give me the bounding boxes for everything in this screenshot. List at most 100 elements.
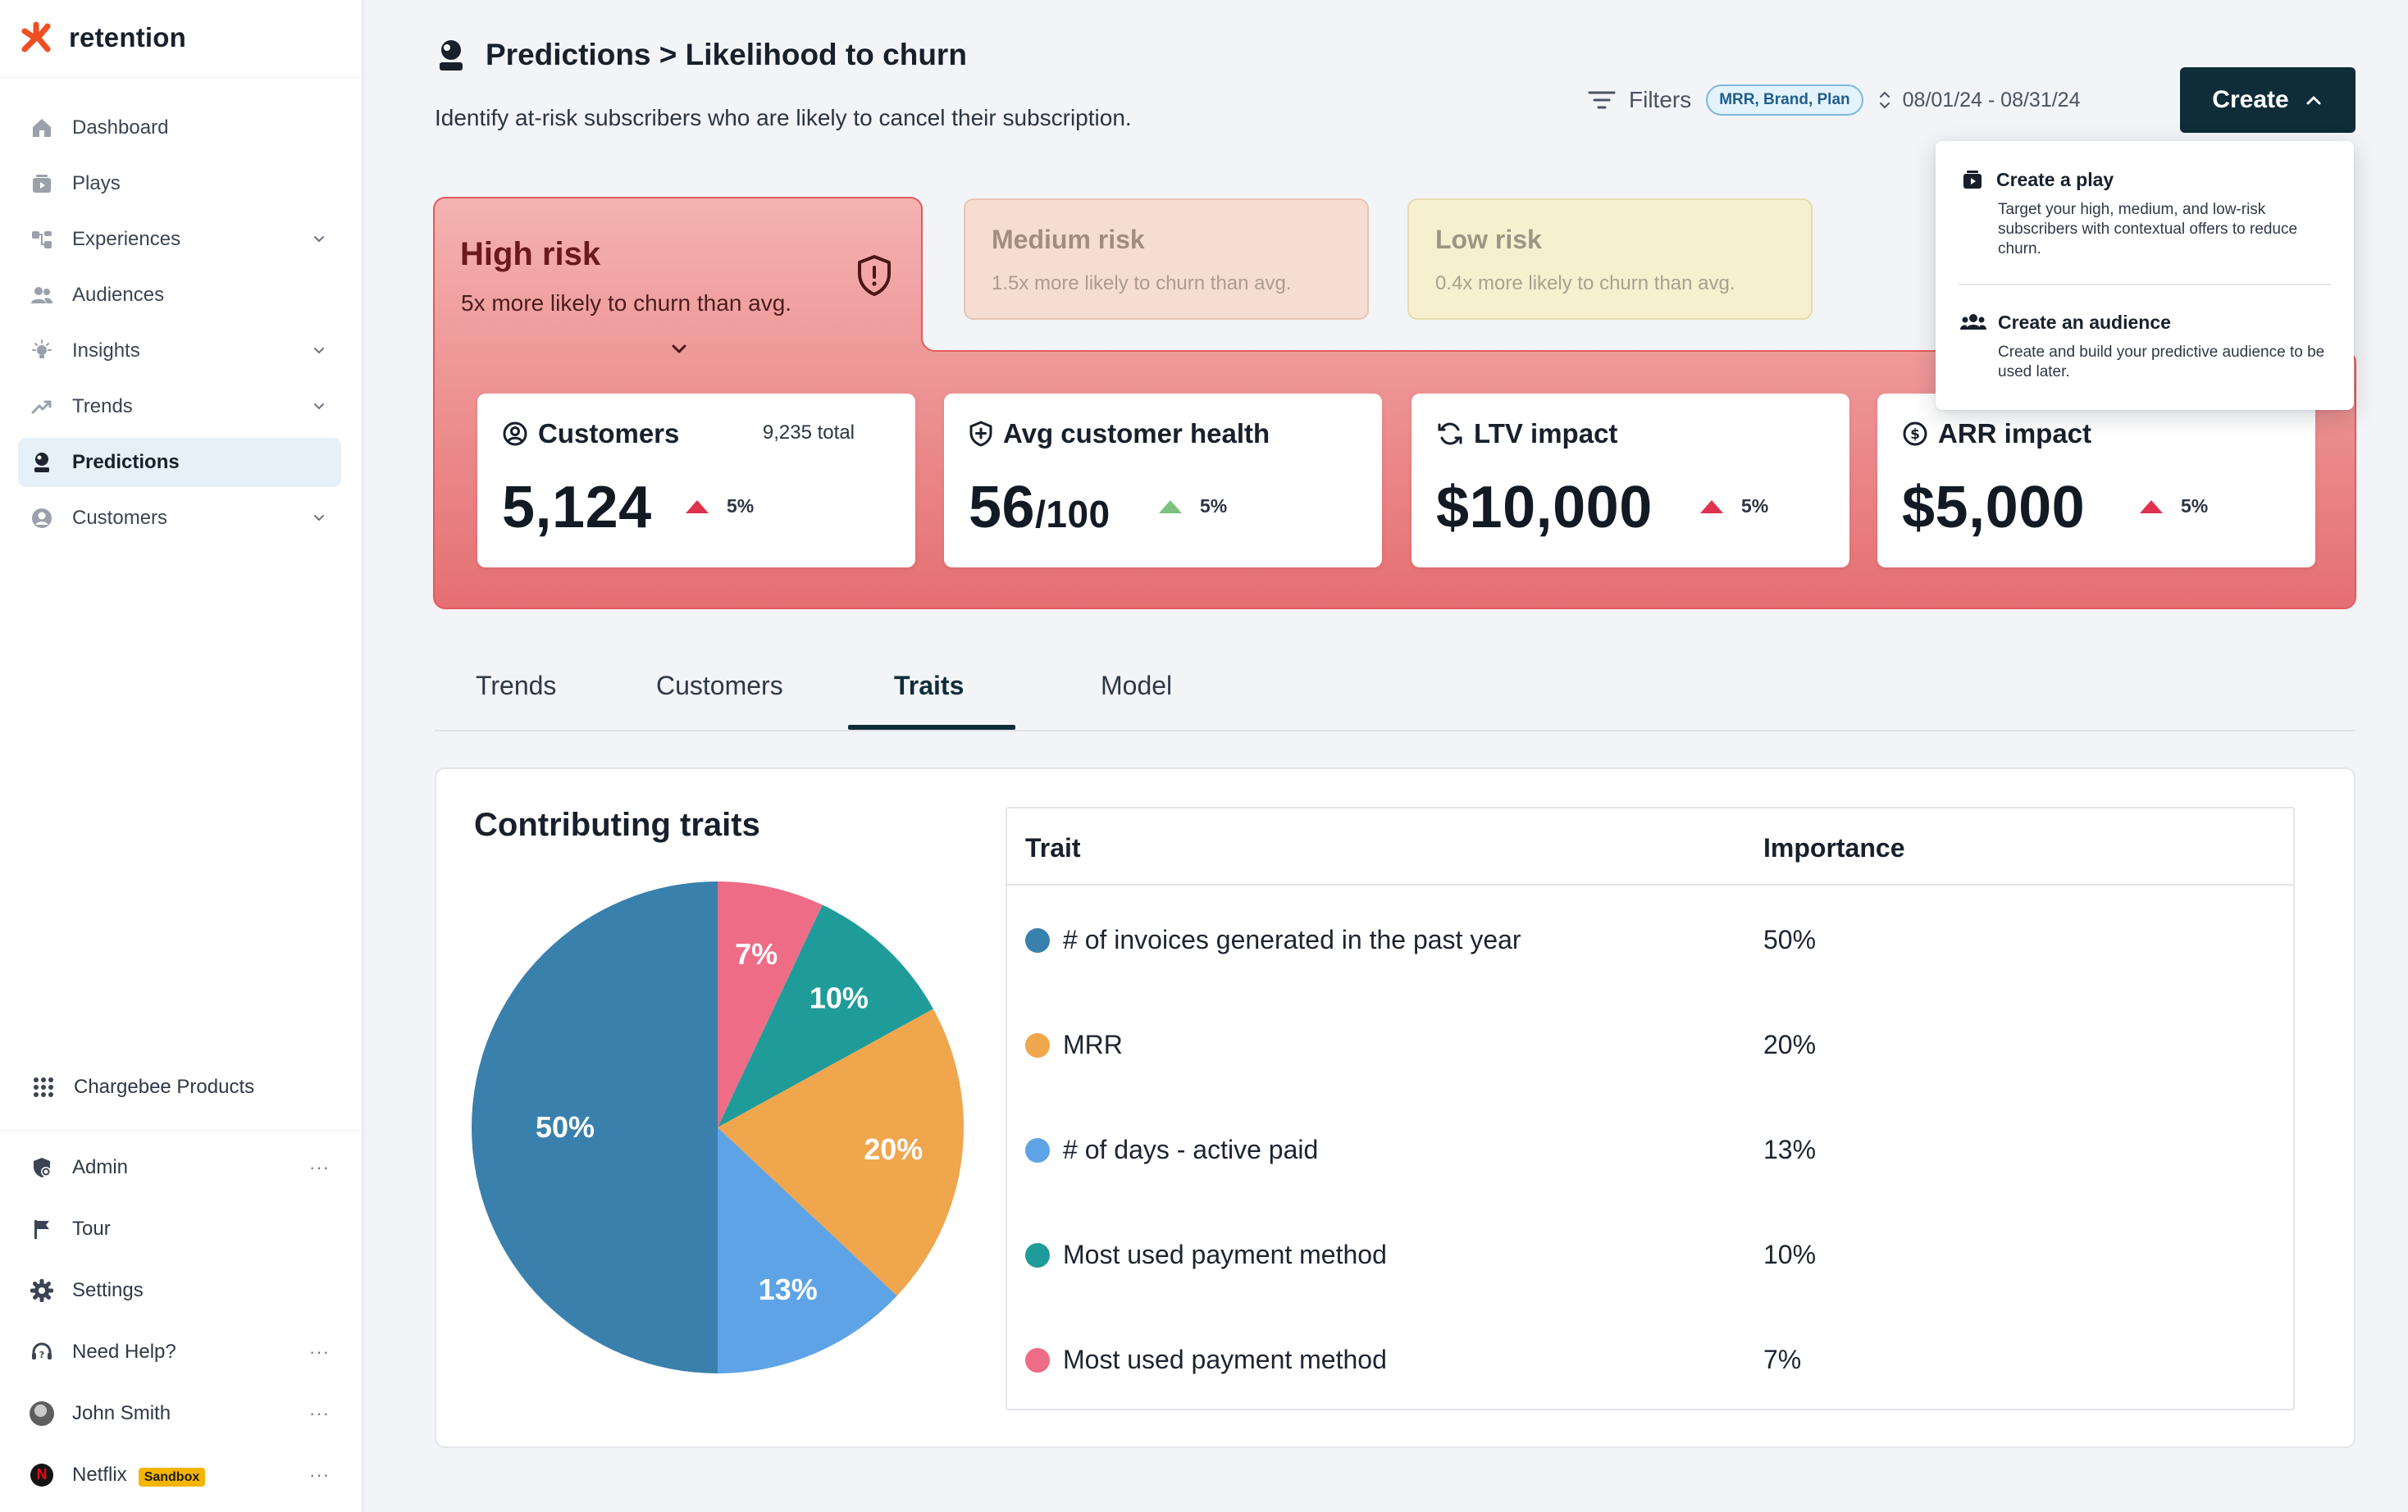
customers-icon bbox=[30, 506, 54, 531]
sidebar-item-audiences[interactable]: Audiences bbox=[18, 271, 341, 320]
tab-trends[interactable]: Trends bbox=[476, 671, 557, 700]
refresh-icon bbox=[1436, 420, 1464, 448]
table-row[interactable]: # of invoices generated in the past year… bbox=[1007, 887, 2293, 992]
metric-delta: 5% bbox=[1699, 495, 1768, 517]
table-row[interactable]: MRR 20% bbox=[1007, 992, 2293, 1097]
pie-slice-label: 10% bbox=[810, 981, 869, 1015]
chevron-down-icon[interactable] bbox=[310, 398, 328, 416]
page-subtitle: Identify at-risk subscribers who are lik… bbox=[435, 105, 1132, 130]
create-play-option[interactable]: Create a play Target your high, medium, … bbox=[1960, 167, 2329, 259]
sidebar-item-plays[interactable]: Plays bbox=[18, 159, 341, 208]
create-audience-option[interactable]: Create an audience Create and build your… bbox=[1960, 310, 2329, 382]
audiences-icon bbox=[1960, 310, 1986, 335]
svg-text:?: ? bbox=[39, 1350, 44, 1360]
divider bbox=[0, 77, 363, 78]
sidebar-item-label: John Smith bbox=[72, 1401, 171, 1424]
filters-button[interactable]: Filters bbox=[1629, 87, 1692, 112]
sidebar-item-label: Audiences bbox=[72, 284, 165, 306]
filter-icon[interactable] bbox=[1588, 89, 1616, 111]
experiences-icon bbox=[30, 227, 54, 252]
chevron-down-icon[interactable] bbox=[310, 509, 328, 527]
brand[interactable]: retention bbox=[18, 20, 186, 56]
metric-delta: 5% bbox=[1157, 495, 1227, 517]
legend-dot bbox=[1025, 1242, 1050, 1268]
date-range-picker[interactable]: 08/01/24 - 08/31/24 bbox=[1878, 89, 2081, 112]
sidebar-item-settings[interactable]: Settings bbox=[18, 1259, 341, 1321]
trait-name: # of invoices generated in the past year bbox=[1063, 925, 1521, 954]
more-icon[interactable]: ··· bbox=[309, 1341, 330, 1362]
create-button[interactable]: Create bbox=[2180, 67, 2356, 133]
pie-slice-label: 7% bbox=[735, 937, 778, 971]
chargebee-products-link[interactable]: Chargebee Products bbox=[18, 1063, 341, 1112]
traits-table: Trait Importance # of invoices generated… bbox=[1006, 807, 2295, 1410]
trait-importance: 7% bbox=[1763, 1345, 1802, 1374]
metric-card-customers: Customers 9,235 total 5,124 5% bbox=[477, 394, 915, 567]
pie-slice[interactable] bbox=[718, 904, 933, 1127]
sidebar-item-admin[interactable]: Admin ··· bbox=[18, 1136, 341, 1198]
metric-delta: 5% bbox=[2138, 495, 2208, 517]
risk-tab-low[interactable]: Low risk 0.4x more likely to churn than … bbox=[1407, 198, 1813, 320]
sidebar-item-dashboard[interactable]: Dashboard bbox=[18, 103, 341, 153]
tab-traits[interactable]: Traits bbox=[894, 671, 965, 700]
audiences-icon bbox=[30, 283, 54, 307]
metric-delta: 5% bbox=[684, 495, 754, 517]
tab-customers[interactable]: Customers bbox=[656, 671, 783, 700]
tab-model[interactable]: Model bbox=[1101, 671, 1173, 700]
sidebar-item-label: Predictions bbox=[72, 451, 180, 473]
chevron-down-icon[interactable] bbox=[310, 230, 328, 248]
table-row[interactable]: Most used payment method 10% bbox=[1007, 1202, 2293, 1307]
sidebar-item-customers[interactable]: Customers bbox=[18, 494, 341, 543]
sidebar-item-need-help[interactable]: ? Need Help? ··· bbox=[18, 1321, 341, 1382]
more-icon[interactable]: ··· bbox=[309, 1156, 330, 1177]
sort-icon bbox=[1878, 89, 1891, 111]
column-header-trait: Trait bbox=[1025, 833, 1081, 863]
grid-icon bbox=[33, 1077, 54, 1098]
sidebar-item-predictions[interactable]: Predictions bbox=[18, 438, 341, 487]
sidebar-item-label: Admin bbox=[72, 1155, 129, 1178]
more-icon[interactable]: ··· bbox=[309, 1402, 330, 1423]
sidebar-item-account[interactable]: N Netflix Sandbox ··· bbox=[18, 1444, 341, 1505]
metric-value: 5,124 bbox=[502, 475, 652, 540]
sidebar-item-tour[interactable]: Tour bbox=[18, 1198, 341, 1259]
legend-dot bbox=[1025, 927, 1050, 953]
trait-name: # of days - active paid bbox=[1063, 1135, 1319, 1164]
more-icon[interactable]: ··· bbox=[309, 1464, 330, 1485]
pie-slice[interactable] bbox=[718, 1009, 964, 1296]
sidebar-item-profile[interactable]: John Smith ··· bbox=[18, 1382, 341, 1444]
sidebar-item-label: Plays bbox=[72, 172, 121, 194]
table-row[interactable]: # of days - active paid 13% bbox=[1007, 1097, 2293, 1202]
metric-card-arr: $ ARR impact $5,000 5% bbox=[1877, 394, 2315, 567]
sidebar-item-label: Settings bbox=[72, 1278, 144, 1301]
page-title: Predictions > Likelihood to churn bbox=[486, 38, 967, 71]
trait-name: Most used payment method bbox=[1063, 1345, 1387, 1374]
chevron-down-icon[interactable] bbox=[310, 342, 328, 360]
insights-icon bbox=[30, 339, 54, 363]
trait-importance: 20% bbox=[1763, 1030, 1817, 1059]
sidebar-item-label: Tour bbox=[72, 1217, 111, 1240]
trait-name: MRR bbox=[1063, 1030, 1123, 1059]
risk-tab-medium[interactable]: Medium risk 1.5x more likely to churn th… bbox=[964, 198, 1369, 320]
risk-subtitle: 5x more likely to churn than avg. bbox=[461, 290, 792, 316]
filter-chip[interactable]: MRR, Brand, Plan bbox=[1706, 84, 1863, 116]
sidebar-item-insights[interactable]: Insights bbox=[18, 326, 341, 376]
predictions-icon bbox=[30, 450, 54, 475]
create-label: Create bbox=[2212, 86, 2289, 113]
pie-slice[interactable] bbox=[718, 881, 823, 1127]
dollar-icon: $ bbox=[1902, 421, 1928, 447]
risk-subtitle: 0.4x more likely to churn than avg. bbox=[1435, 272, 1735, 294]
table-row[interactable]: Most used payment method 7% bbox=[1007, 1307, 2293, 1412]
triangle-up-icon bbox=[1157, 499, 1183, 515]
risk-subtitle: 1.5x more likely to churn than avg. bbox=[992, 272, 1292, 294]
chevron-down-icon[interactable] bbox=[669, 339, 689, 358]
trait-name: Most used payment method bbox=[1063, 1240, 1387, 1269]
user-circle-icon bbox=[502, 421, 528, 447]
sidebar-item-trends[interactable]: Trends bbox=[18, 382, 341, 431]
pie-chart: 7% 10% 20% 13% 50% bbox=[472, 881, 964, 1373]
pie-slice[interactable] bbox=[718, 1127, 897, 1373]
metric-value: 56/100 bbox=[969, 475, 1111, 540]
pie-slice[interactable] bbox=[472, 881, 718, 1373]
sidebar-item-experiences[interactable]: Experiences bbox=[18, 215, 341, 264]
plays-icon bbox=[30, 171, 54, 196]
traits-title: Contributing traits bbox=[474, 807, 760, 843]
column-header-importance: Importance bbox=[1763, 833, 1905, 863]
